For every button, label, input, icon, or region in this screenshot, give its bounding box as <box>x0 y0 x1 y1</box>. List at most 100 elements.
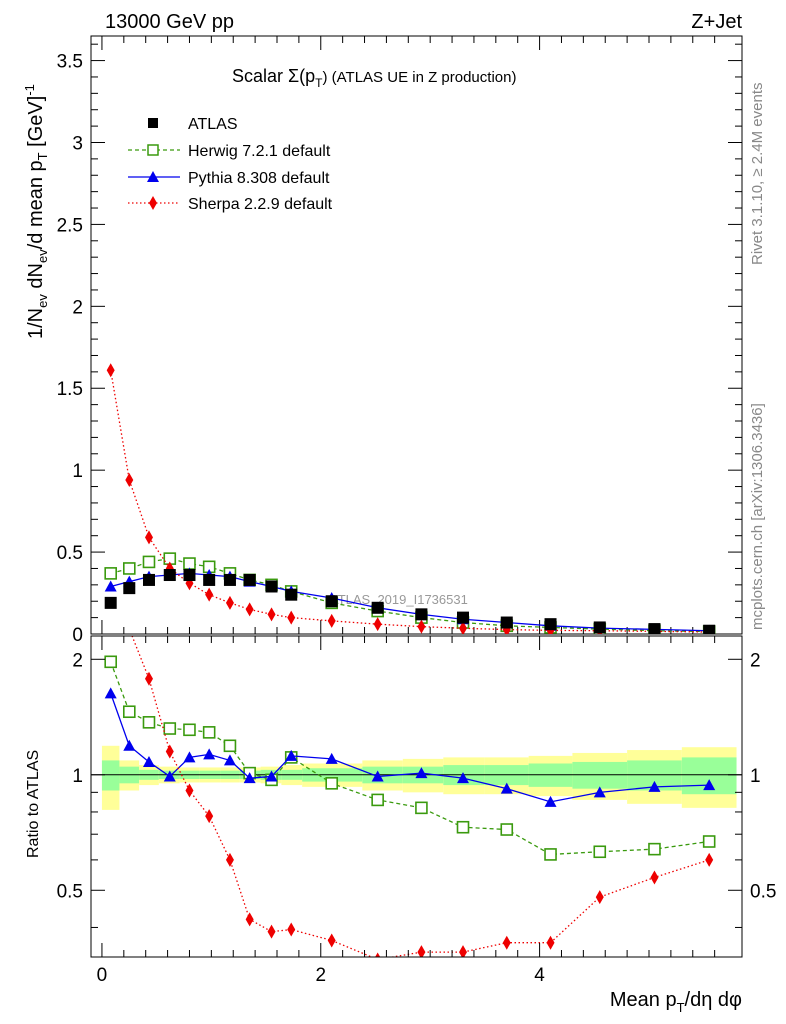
data-point-pythia <box>243 772 256 784</box>
data-point-sherpa <box>327 613 336 628</box>
data-point-pythia <box>648 780 661 792</box>
ratio-y-tick-label-right: 1 <box>750 766 761 787</box>
data-point-sherpa <box>185 783 194 798</box>
data-point-pythia <box>183 751 196 763</box>
data-point-atlas <box>544 618 557 631</box>
data-point-pythia <box>104 687 117 699</box>
data-point-herwig <box>500 823 514 836</box>
data-point-pythia <box>285 749 298 761</box>
data-point-pythia <box>163 770 176 782</box>
data-point-atlas <box>285 588 298 601</box>
data-point-sherpa <box>225 595 234 610</box>
y-tick-label: 1.5 <box>57 379 83 400</box>
mcplots-label: mcplots.cern.ch [arXiv:1306.3436] <box>749 403 766 630</box>
legend-label-herwig: Herwig 7.2.1 default <box>188 143 331 160</box>
legend-item-sherpa: Sherpa 2.2.9 default <box>128 196 333 213</box>
main-axis-ticks: 0 0.5 1 1.5 2 2.5 3 3.5 <box>57 36 742 646</box>
y-tick-label: 2.5 <box>57 215 83 236</box>
data-point-sherpa <box>287 610 296 625</box>
data-point-sherpa <box>165 744 174 759</box>
data-point-sherpa <box>595 890 604 905</box>
legend-item-herwig: Herwig 7.2.1 default <box>128 143 331 160</box>
x-tick-label: 0 <box>97 965 108 986</box>
x-axis-label: Mean pT/dη dφ <box>610 989 742 1015</box>
data-point-pythia <box>104 580 117 592</box>
ylabel-part-a: 1/N <box>25 308 47 339</box>
data-point-atlas <box>223 573 236 586</box>
data-point-herwig <box>142 716 156 729</box>
series-sherpa <box>131 636 714 957</box>
ratio-series-layer <box>104 636 716 957</box>
data-point-herwig <box>593 845 607 859</box>
data-point-herwig <box>122 705 136 719</box>
data-point-pythia <box>203 748 216 760</box>
data-point-atlas <box>104 596 117 609</box>
data-point-sherpa <box>502 935 511 950</box>
data-point-sherpa <box>417 619 426 634</box>
y-tick-label: 3.5 <box>57 52 83 73</box>
data-point-herwig <box>325 777 339 790</box>
x-tick-label: 2 <box>315 965 326 986</box>
y-tick-label: 1 <box>72 461 83 482</box>
legend-marker-atlas <box>148 118 158 128</box>
chart-title: Scalar Σ(pT) (ATLAS UE in Z production) <box>232 66 516 90</box>
data-point-atlas <box>457 611 469 624</box>
energy-label: 13000 GeV pp <box>105 11 234 33</box>
data-point-sherpa <box>144 530 153 545</box>
data-point-pythia <box>593 786 606 798</box>
data-point-atlas <box>203 573 216 586</box>
data-point-atlas <box>123 582 136 595</box>
legend-marker-sherpa <box>149 196 157 210</box>
legend-label-pythia: Pythia 8.308 default <box>188 170 330 187</box>
data-point-herwig <box>456 820 470 834</box>
legend-marker-pythia <box>147 171 159 182</box>
main-series-layer <box>104 363 716 634</box>
ratio-axis-ticks: 0.5 0.5 1 1 2 2 0 2 4 <box>57 636 776 986</box>
chart-title-sub: T <box>315 76 323 90</box>
data-point-pythia <box>142 755 155 767</box>
data-point-herwig <box>122 562 136 575</box>
ylabel-part-d: ev <box>35 249 50 263</box>
x-tick-label: 4 <box>534 965 545 986</box>
data-point-sherpa <box>375 952 381 957</box>
series-pythia <box>104 687 716 807</box>
data-point-atlas <box>415 608 428 621</box>
data-point-sherpa <box>106 363 115 378</box>
data-point-sherpa <box>459 945 467 957</box>
chart-title-pre: Scalar Σ(p <box>232 66 315 86</box>
ylabel-part-e: /d mean p <box>25 160 47 249</box>
data-point-herwig <box>163 722 177 735</box>
data-point-atlas <box>183 569 196 582</box>
data-point-pythia <box>123 739 136 751</box>
data-point-pythia <box>265 770 278 782</box>
data-point-atlas <box>371 601 384 614</box>
ratio-y-tick-label-left: 1 <box>72 766 83 787</box>
data-point-herwig <box>223 739 237 753</box>
ratio-y-tick-label-left: 0.5 <box>57 881 83 902</box>
y-tick-label: 0 <box>72 625 83 646</box>
data-point-sherpa <box>546 935 555 950</box>
data-point-sherpa <box>144 671 153 686</box>
data-point-pythia <box>223 754 236 766</box>
data-point-pythia <box>500 782 513 794</box>
xlabel-pre: Mean p <box>610 989 677 1011</box>
data-point-sherpa <box>267 924 276 939</box>
data-point-herwig <box>415 801 428 815</box>
data-point-sherpa <box>327 933 336 948</box>
ratio-band-inner <box>572 761 628 789</box>
data-point-sherpa <box>205 809 214 824</box>
legend-label-atlas: ATLAS <box>188 116 238 133</box>
data-point-sherpa <box>459 621 467 634</box>
data-point-sherpa <box>287 922 296 937</box>
data-point-pythia <box>415 767 428 779</box>
data-point-sherpa <box>205 587 214 602</box>
ratio-panel: 0.5 0.5 1 1 2 2 0 2 4 Ratio to ATLAS Mean pT/dη … <box>25 635 776 1015</box>
process-label: Z+Jet <box>691 11 742 33</box>
xlabel-sub: T <box>677 1000 685 1015</box>
y-tick-label: 2 <box>72 297 83 318</box>
legend: ATLAS Herwig 7.2.1 default Pythia 8.308 … <box>128 116 333 213</box>
main-panel: 0 0.5 1 1.5 2 2.5 3 3.5 ATLAS_2019_I1736531 Sca… <box>22 35 743 646</box>
data-point-sherpa <box>417 945 426 957</box>
data-point-sherpa <box>705 852 714 867</box>
data-point-atlas <box>243 573 256 586</box>
